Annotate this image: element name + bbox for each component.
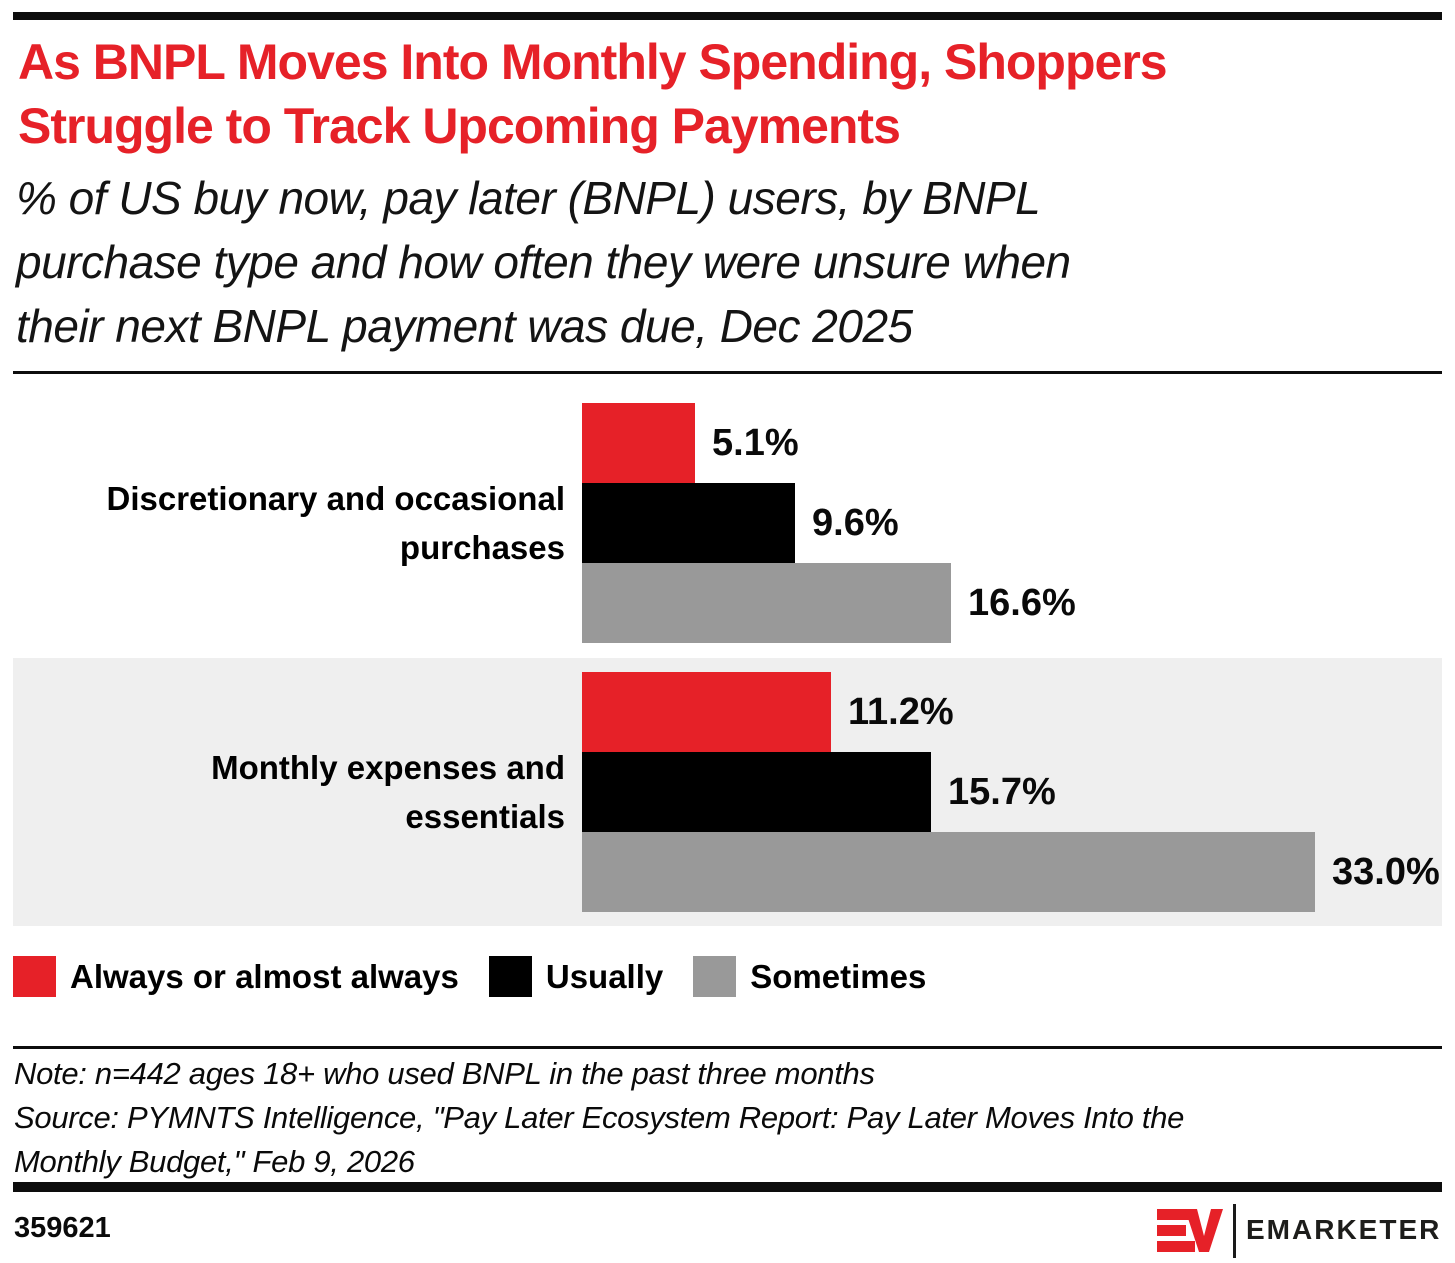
bar: [582, 403, 695, 483]
legend-item-always: Always or almost always: [13, 956, 459, 997]
footnote-divider: [13, 1046, 1442, 1049]
footnotes: Note: n=442 ages 18+ who used BNPL in th…: [14, 1056, 1185, 1179]
bar-value-label: 9.6%: [812, 502, 899, 544]
header-divider: [13, 371, 1442, 374]
bottom-accent-bar: [13, 1182, 1442, 1192]
bar: [582, 563, 951, 643]
bar-value-label: 15.7%: [948, 771, 1056, 813]
chart-subtitle: % of US buy now, pay later (BNPL) users,…: [16, 172, 1071, 352]
legend-swatch-gray: [693, 956, 737, 997]
bar: [582, 832, 1315, 912]
chart-id: 359621: [14, 1212, 111, 1244]
bar-value-label: 33.0%: [1332, 851, 1440, 893]
legend-label: Usually: [545, 958, 664, 995]
category-label: Monthly expenses and essentials: [211, 749, 565, 835]
legend-item-usually: Usually: [488, 956, 664, 997]
emarketer-logo-icon: [1157, 1209, 1223, 1252]
legend-swatch-red: [13, 956, 56, 997]
brand-wordmark: EMARKETER: [1246, 1214, 1442, 1245]
category-label: Discretionary and occasional purchases: [106, 480, 565, 566]
chart-title: As BNPL Moves Into Monthly Spending, Sho…: [18, 34, 1168, 154]
legend: Always or almost always Usually Sometime…: [13, 956, 926, 997]
bar: [582, 752, 931, 832]
legend-label: Always or almost always: [70, 958, 459, 995]
logo-divider: [1233, 1204, 1236, 1258]
bar-value-label: 11.2%: [848, 691, 954, 733]
bar-value-label: 16.6%: [968, 582, 1076, 624]
top-accent-bar: [13, 12, 1442, 20]
bar-value-label: 5.1%: [712, 422, 799, 464]
bar: [582, 483, 795, 563]
legend-swatch-black: [488, 956, 532, 997]
legend-item-sometimes: Sometimes: [693, 956, 926, 997]
legend-label: Sometimes: [750, 958, 927, 995]
bar: [582, 672, 831, 752]
